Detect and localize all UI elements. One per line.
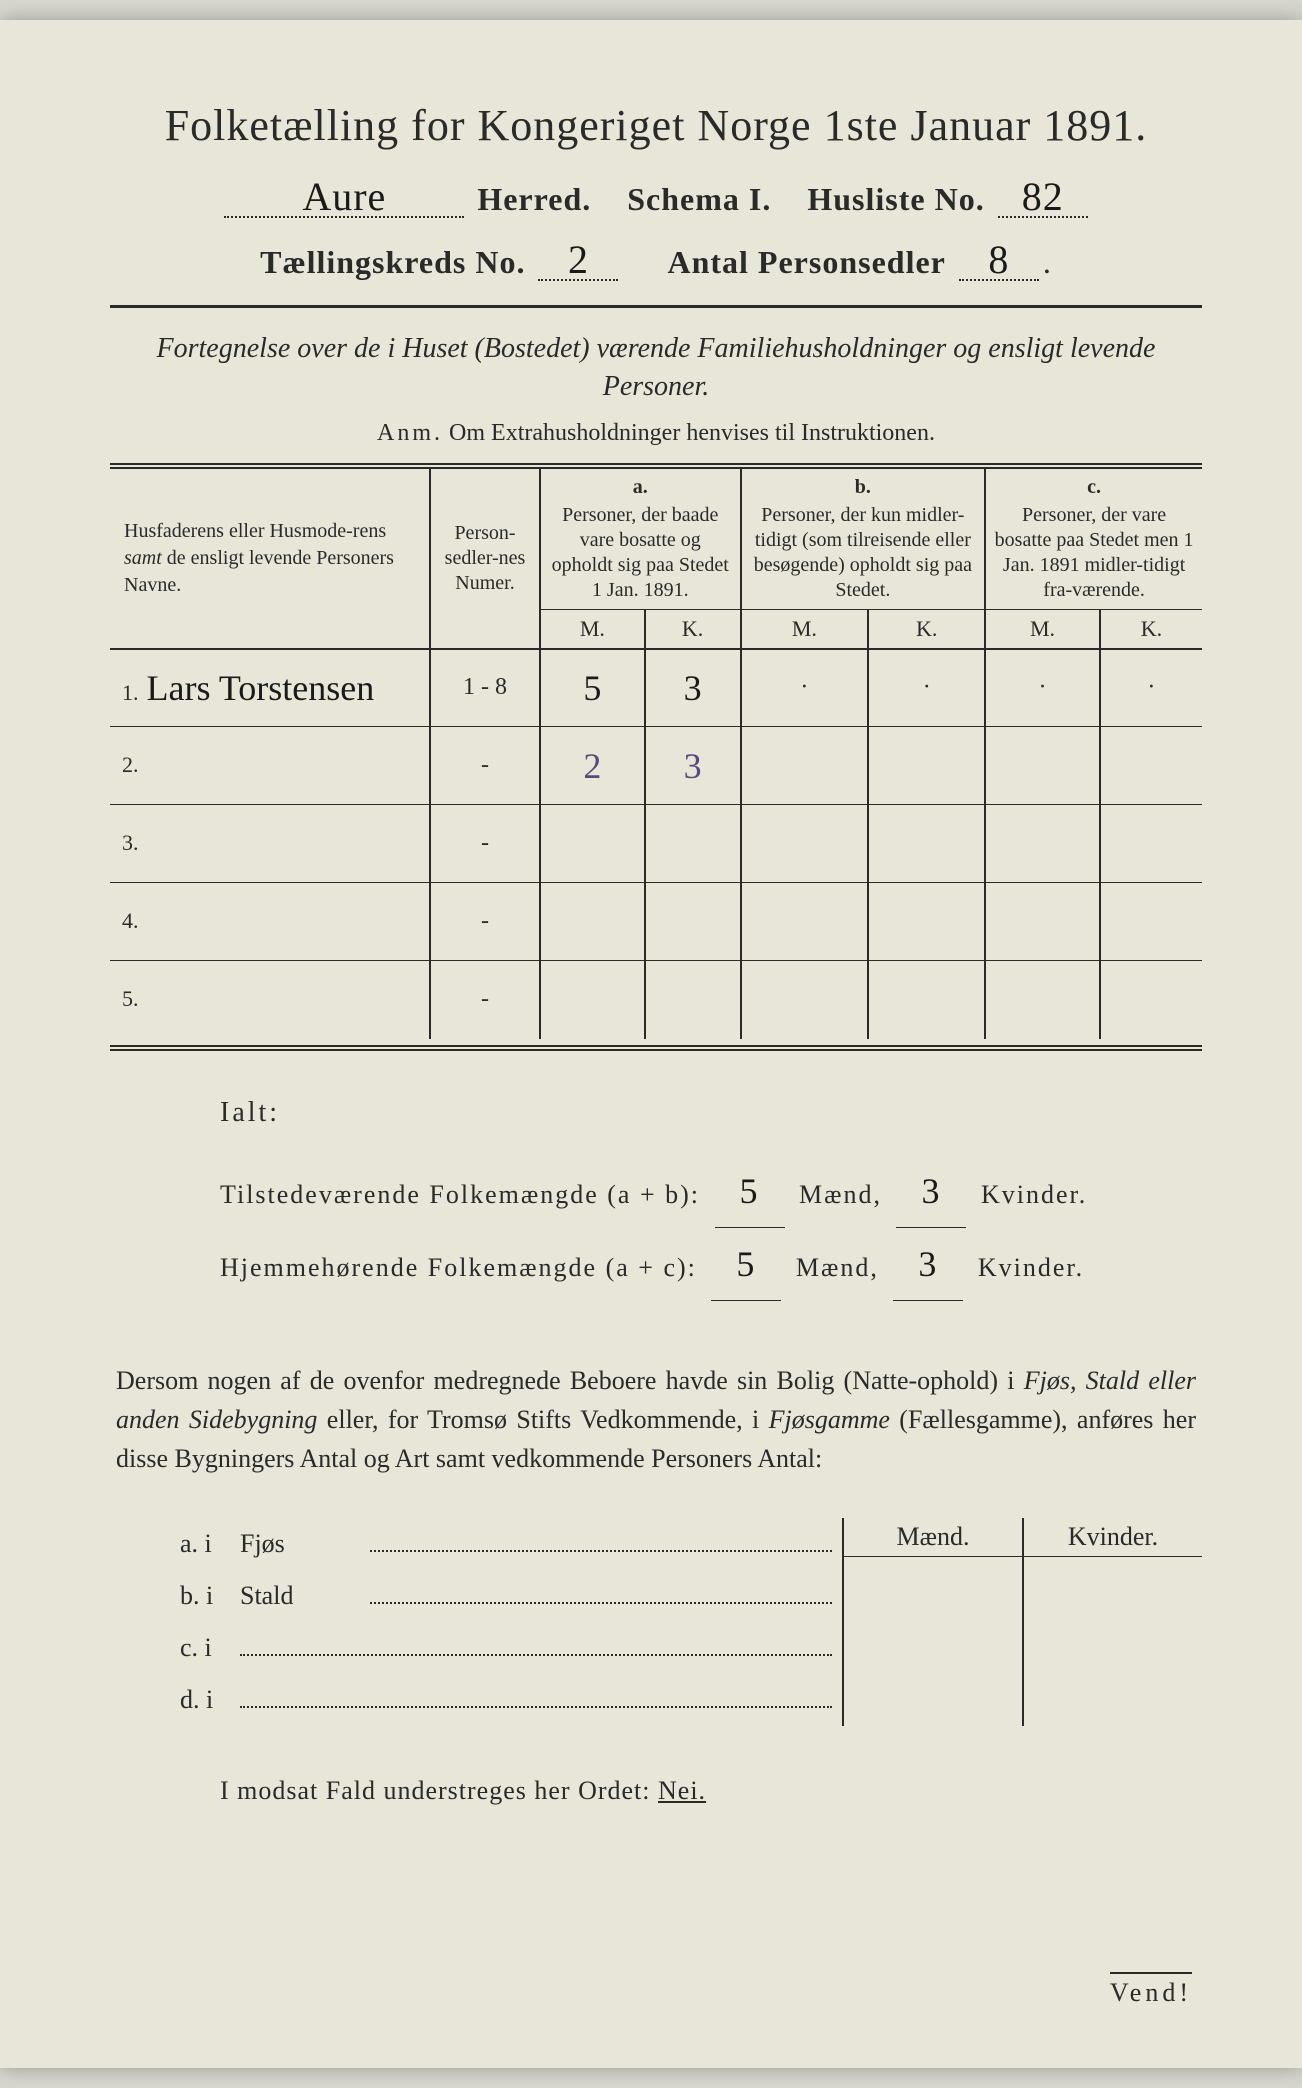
antal-value: 8 <box>988 237 1009 282</box>
page-title: Folketælling for Kongeriget Norge 1ste J… <box>110 100 1202 151</box>
outbuild-kvinder-col: Kvinder. <box>1022 1518 1202 1726</box>
census-form-page: Folketælling for Kongeriget Norge 1ste J… <box>0 20 1302 2068</box>
col-c-m: M. <box>985 609 1100 649</box>
totals-line-2: Hjemmehørende Folkemængde (a + c): 5 Mæn… <box>220 1228 1202 1301</box>
outbuilding-table: a. i Fjøs b. i Stald c. i d. i <box>110 1518 1202 1726</box>
table-row: 2. - 2 3 <box>110 727 1202 805</box>
col-header-b: b. Personer, der kun midler-tidigt (som … <box>741 469 986 610</box>
double-rule-top <box>110 463 1202 465</box>
col-header-ps: Person-sedler-nes Numer. <box>430 469 540 649</box>
anm-note: Anm. Anm. Om Extrahusholdninger henvises… <box>110 420 1202 447</box>
col-header-a: a. Personer, der baade vare bosatte og o… <box>540 469 741 610</box>
husliste-label: Husliste No. <box>807 181 984 217</box>
table-row: 5. - <box>110 961 1202 1039</box>
outbuild-row: a. i Fjøs <box>180 1518 842 1570</box>
kreds-label: Tællingskreds No. <box>260 244 525 280</box>
antal-label: Antal Personsedler <box>667 244 945 280</box>
col-a-m: M. <box>540 609 645 649</box>
subtitle: Fortegnelse over de i Huset (Bostedet) v… <box>110 330 1202 406</box>
schema-label: Schema I. <box>627 181 771 217</box>
col-a-k: K. <box>645 609 741 649</box>
table-bottom-rule1 <box>110 1045 1202 1047</box>
totals-line-1: Tilstedeværende Folkemængde (a + b): 5 M… <box>220 1155 1202 1228</box>
nei-line: I modsat Fald understreges her Ordet: Ne… <box>110 1776 1202 1806</box>
table-row: 4. - <box>110 883 1202 961</box>
husliste-value: 82 <box>1022 174 1064 219</box>
col-c-k: K. <box>1100 609 1202 649</box>
outbuild-row: c. i <box>180 1622 842 1674</box>
herred-value: Aure <box>302 174 386 219</box>
table-row: 3. - <box>110 805 1202 883</box>
header-line-2: Tællingskreds No. 2 Antal Personsedler 8… <box>110 232 1202 281</box>
col-b-m: M. <box>741 609 869 649</box>
ialt-label: Ialt: <box>220 1085 1202 1141</box>
totals-block: Ialt: Tilstedeværende Folkemængde (a + b… <box>110 1085 1202 1301</box>
table-row: 1.Lars Torstensen 1 - 8 5 3 · · · · <box>110 649 1202 727</box>
col-header-name: Husfaderens eller Husmode-rens samt de e… <box>110 469 430 649</box>
divider <box>110 305 1202 308</box>
outbuilding-paragraph: Dersom nogen af de ovenfor medregnede Be… <box>110 1361 1202 1478</box>
table-bottom-rule2 <box>110 1049 1202 1051</box>
outbuild-row: d. i <box>180 1674 842 1726</box>
census-table: Husfaderens eller Husmode-rens samt de e… <box>110 469 1202 1039</box>
kreds-value: 2 <box>568 237 589 282</box>
col-header-c: c. Personer, der vare bosatte paa Stedet… <box>985 469 1202 610</box>
vend-label: Vend! <box>1110 1972 1192 2008</box>
outbuild-maend-col: Mænd. <box>844 1518 1022 1726</box>
header-line-1: Aure Herred. Schema I. Husliste No. 82 <box>110 169 1202 218</box>
outbuild-row: b. i Stald <box>180 1570 842 1622</box>
herred-label: Herred. <box>477 181 591 217</box>
col-b-k: K. <box>868 609 985 649</box>
